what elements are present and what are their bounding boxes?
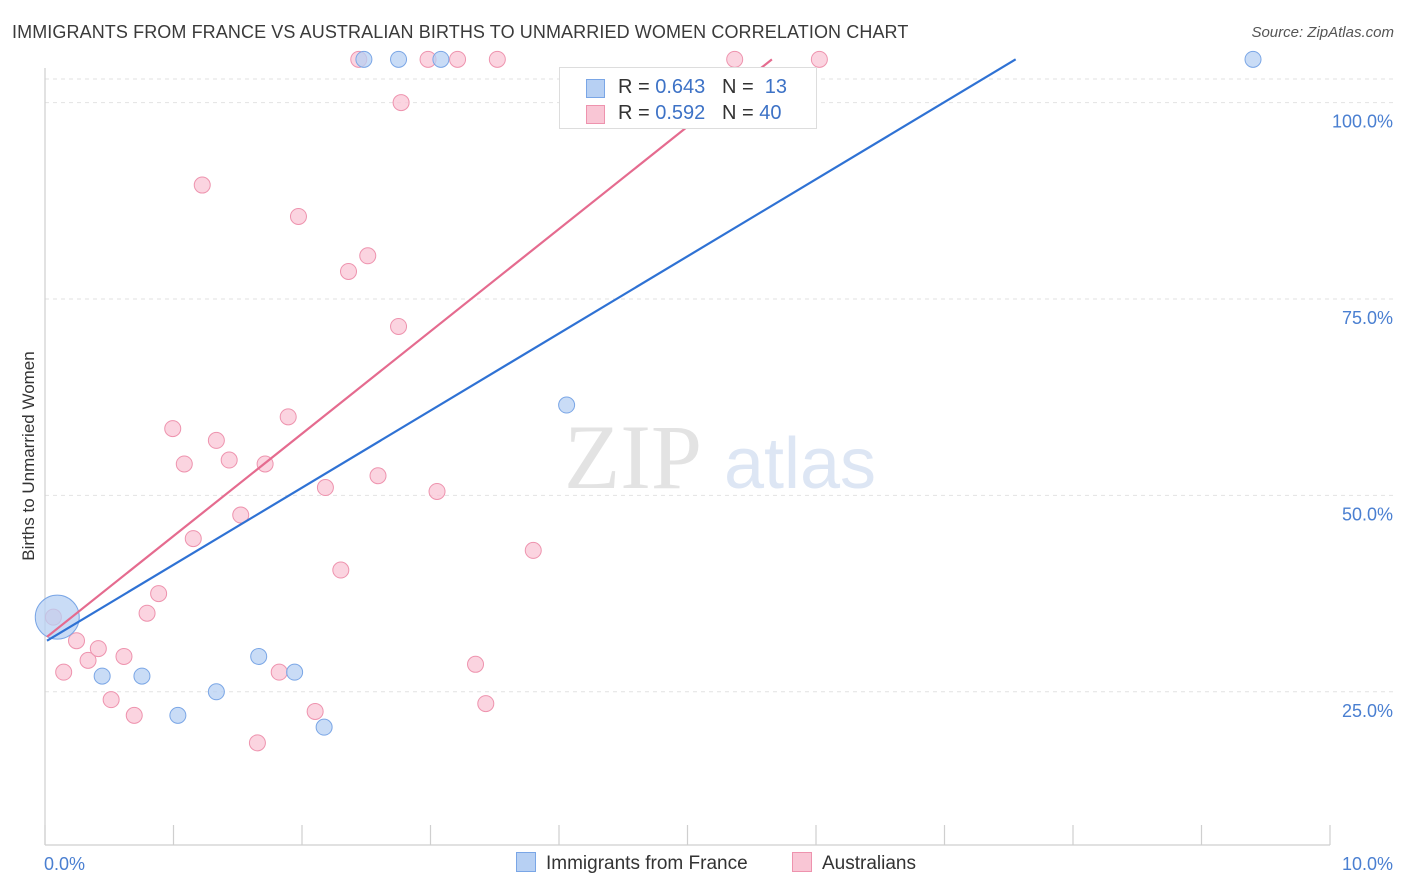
australians-point	[55, 663, 73, 681]
legend-label-australians: Australians	[822, 853, 916, 874]
axes	[44, 68, 1331, 846]
australians-point	[340, 262, 358, 280]
x-tick-label-min: 0.0%	[44, 854, 85, 874]
australians-point	[150, 585, 168, 603]
france-point	[93, 667, 111, 685]
australians-point	[68, 632, 86, 650]
n-label: N =	[721, 76, 760, 98]
tick-labels: 25.0% 50.0% 75.0% 100.0% 0.0% 10.0%	[44, 112, 1393, 874]
legend-item-australians: Australians	[792, 852, 916, 875]
australians-point	[279, 408, 297, 426]
australians-point	[306, 702, 324, 720]
australians-point	[332, 561, 350, 579]
australians-trend-line	[46, 58, 773, 638]
australians-point	[270, 663, 288, 681]
australians-point	[248, 734, 266, 752]
source-label: Source: ZipAtlas.com	[1251, 24, 1394, 41]
australians-point	[316, 479, 334, 497]
stats-legend: R = 0.643 N = 13 R = 0.592 N = 40	[559, 67, 817, 129]
australians-point	[164, 420, 182, 438]
france-point	[390, 50, 408, 68]
france-point	[207, 683, 225, 701]
france-point	[286, 663, 304, 681]
australians-point	[125, 706, 143, 724]
australians-point	[467, 655, 485, 673]
y-tick-label: 50.0%	[1342, 504, 1393, 524]
data-points	[34, 50, 1262, 752]
australians-point	[89, 640, 107, 658]
france-point	[432, 50, 450, 68]
r-value-france: 0.643	[655, 76, 706, 98]
australians-point	[193, 176, 211, 194]
y-tick-label: 100.0%	[1332, 112, 1393, 132]
y-tick-label: 75.0%	[1342, 308, 1393, 328]
australians-point	[449, 50, 467, 68]
legend-swatch-australians-bottom	[792, 852, 812, 872]
legend-item-france: Immigrants from France	[516, 852, 748, 875]
australians-point	[392, 94, 410, 112]
grid-lines	[45, 78, 1395, 693]
x-tick-label-max: 10.0%	[1342, 854, 1393, 874]
n-value-france: 13	[764, 76, 788, 98]
australians-point	[175, 455, 193, 473]
y-tick-label: 25.0%	[1342, 701, 1393, 721]
n-label: N =	[721, 102, 760, 124]
australians-point	[390, 317, 408, 335]
france-point	[315, 718, 333, 736]
watermark-atlas: atlas	[724, 424, 876, 504]
r-label: R =	[618, 102, 656, 124]
legend-swatch-australians	[586, 105, 605, 124]
france-point	[1244, 50, 1262, 68]
watermark-zip: ZIP	[564, 406, 702, 508]
australians-point	[726, 50, 744, 68]
france-point	[558, 396, 576, 414]
australians-point	[184, 530, 202, 548]
australians-point	[428, 482, 446, 500]
r-label: R =	[618, 76, 656, 98]
france-point	[133, 667, 151, 685]
australians-point	[207, 431, 225, 449]
australians-point	[232, 506, 250, 524]
legend-label-france: Immigrants from France	[546, 853, 748, 874]
australians-point	[488, 50, 506, 68]
australians-point	[115, 647, 133, 665]
n-value-australians: 40	[759, 102, 782, 124]
australians-point	[102, 691, 120, 709]
australians-point	[369, 467, 387, 485]
legend-swatch-france	[586, 79, 605, 98]
australians-point	[810, 50, 828, 68]
france-point	[250, 647, 268, 665]
australians-point	[359, 247, 377, 265]
legend-swatch-france-bottom	[516, 852, 536, 872]
australians-point	[220, 451, 238, 469]
r-value-australians: 0.592	[655, 102, 706, 124]
france-trend-line	[46, 58, 1017, 642]
chart-title: IMMIGRANTS FROM FRANCE VS AUSTRALIAN BIR…	[12, 22, 909, 42]
france-point	[169, 706, 187, 724]
australians-point	[524, 541, 542, 559]
france-point	[355, 50, 373, 68]
y-axis-title: Births to Unmarried Women	[19, 351, 38, 560]
trend-lines	[46, 58, 1017, 642]
australians-point	[138, 604, 156, 622]
australians-point	[289, 207, 307, 225]
australians-point	[477, 695, 495, 713]
australians-point	[79, 651, 97, 669]
